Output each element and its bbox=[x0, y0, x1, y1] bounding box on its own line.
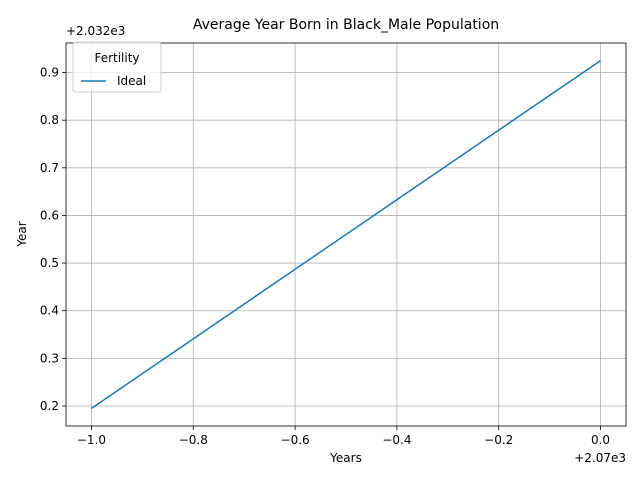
y-axis-offset-label: +2.032e3 bbox=[66, 24, 125, 38]
x-tick-label: −0.2 bbox=[484, 433, 513, 447]
plot-frame bbox=[65, 42, 627, 427]
y-tick-label: 0.3 bbox=[40, 351, 59, 365]
series-layer bbox=[91, 60, 601, 409]
legend-label-ideal: Ideal bbox=[117, 74, 146, 88]
legend-box bbox=[72, 41, 162, 93]
y-tick-label: 0.7 bbox=[40, 161, 59, 175]
y-tick-label: 0.6 bbox=[40, 208, 59, 222]
chart-title: Average Year Born in Black_Male Populati… bbox=[193, 17, 499, 33]
y-tick-label: 0.8 bbox=[40, 113, 59, 127]
y-tick-label: 0.5 bbox=[40, 256, 59, 270]
y-tick-label: 0.9 bbox=[40, 66, 59, 80]
y-tick-label: 0.2 bbox=[40, 399, 59, 413]
x-tick-label: −0.4 bbox=[382, 433, 411, 447]
series-line-ideal bbox=[91, 60, 601, 409]
x-tick-label: −0.6 bbox=[281, 433, 310, 447]
grid bbox=[66, 43, 626, 426]
x-axis: −1.0 −0.8 −0.6 −0.4 −0.2 0.0 bbox=[77, 426, 610, 447]
x-tick-label: 0.0 bbox=[591, 433, 610, 447]
y-axis-label: Year bbox=[15, 221, 29, 247]
legend-title: Fertility bbox=[94, 51, 139, 65]
y-tick-label: 0.4 bbox=[40, 304, 59, 318]
y-axis: 0.2 0.3 0.4 0.5 0.6 0.7 0.8 0.9 bbox=[40, 66, 66, 413]
x-tick-label: −1.0 bbox=[77, 433, 106, 447]
x-tick-label: −0.8 bbox=[179, 433, 208, 447]
x-axis-label: Years bbox=[329, 451, 362, 465]
x-axis-offset-label: +2.07e3 bbox=[574, 451, 626, 465]
legend: Fertility Ideal bbox=[72, 41, 162, 93]
